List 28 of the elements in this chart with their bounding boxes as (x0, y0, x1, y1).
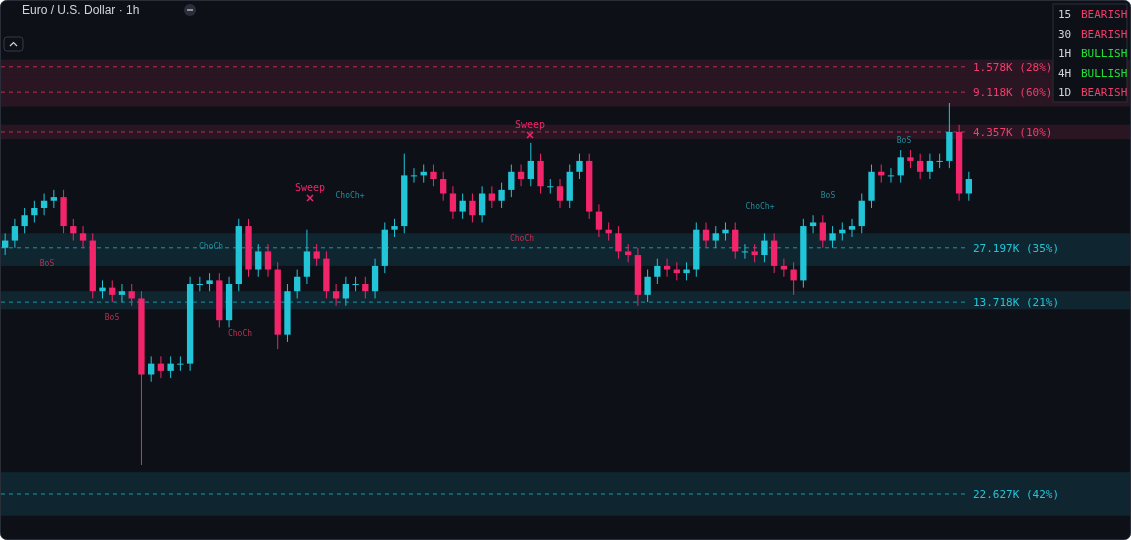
text: 1H (1058, 47, 1072, 60)
text: 30 (1058, 27, 1072, 41)
annotation: ChoCh (509, 234, 535, 243)
annotation: Sweep (514, 119, 546, 130)
ref-line-label: 27.197K (35%) (973, 241, 1060, 255)
annotation: ChoCh+ (745, 202, 775, 211)
text: 15 (1058, 8, 1072, 21)
annotation: BoS (820, 191, 836, 200)
text: BEARISH (1081, 86, 1128, 99)
text: BULLISH (1081, 66, 1128, 80)
chart-title: Euro / U.S. Dollar · 1h (22, 3, 140, 17)
ref-line-label: 13.718K (21%) (973, 296, 1060, 310)
annotation: Sweep (294, 182, 326, 193)
ref-line-label: 1.578K (28%) (973, 60, 1053, 74)
ref-line-label: 9.118K (60%) (973, 86, 1053, 100)
text: 1D (1058, 86, 1072, 99)
text: BULLISH (1081, 47, 1128, 60)
annotation: BoS (104, 313, 120, 322)
ref-line-label: 4.357K (10%) (973, 125, 1053, 139)
annotation: ChoCh (227, 329, 253, 338)
ref-line-label: 22.627K (42%) (973, 487, 1060, 501)
text: 4H (1058, 66, 1072, 80)
annotation: ChoCh (198, 242, 224, 251)
annotation: ChoCh+ (335, 191, 365, 200)
text: BEARISH (1081, 27, 1128, 41)
annotation: BoS (896, 136, 912, 145)
annotation: BoS (39, 259, 55, 268)
text: BEARISH (1081, 8, 1128, 21)
